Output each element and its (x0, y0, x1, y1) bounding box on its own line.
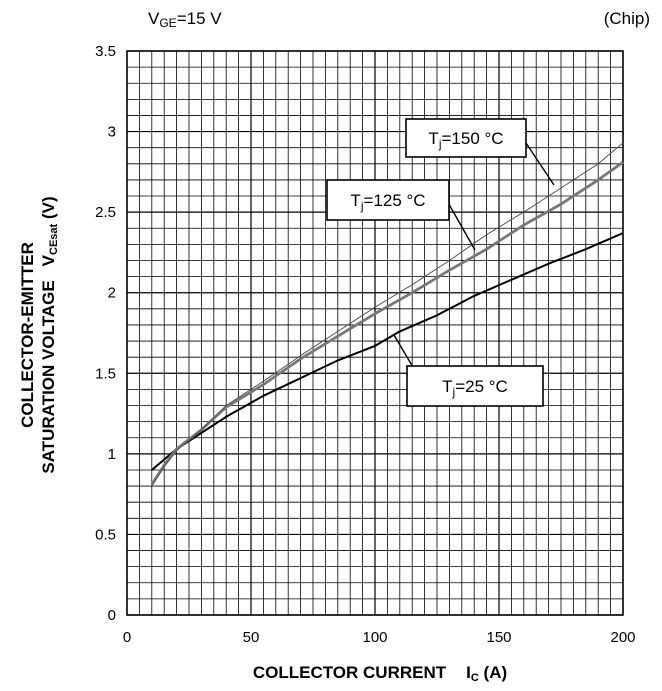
x-tick-label: 0 (123, 629, 131, 646)
header-chip: (Chip) (604, 9, 650, 28)
y-axis-title: COLLECTOR-EMITTER SATURATION VOLTAGEVCEs… (18, 196, 60, 473)
x-tick-label: 150 (486, 629, 511, 646)
y-tick-label: 2 (108, 285, 116, 302)
series-line (150, 161, 624, 486)
x-tick-label: 100 (362, 629, 387, 646)
series-label-box (326, 179, 450, 221)
label-leader-line (521, 136, 555, 186)
y-tick-label: 0.5 (95, 526, 116, 543)
y-tick-label: 3 (108, 124, 116, 141)
grid (126, 50, 624, 616)
series-label: Tj=25 °C (442, 377, 508, 399)
y-tick-label: 3.5 (95, 43, 116, 60)
series-label: Tj=125 °C (350, 191, 425, 213)
x-tick-label: 50 (243, 629, 260, 646)
y-axis-title-line1: COLLECTOR-EMITTER (18, 242, 37, 428)
y-tick-label: 0 (108, 607, 116, 624)
series-line (151, 142, 624, 487)
plot-frame (126, 50, 624, 616)
label-leader-line (445, 198, 476, 251)
series-labels: Tj=25 °C Tj=125 °C Tj=150 °C (326, 118, 555, 407)
x-tick-label: 200 (610, 629, 635, 646)
x-axis-title: COLLECTOR CURRENT IC (A) (253, 663, 507, 684)
y-tick-label: 1.5 (95, 365, 116, 382)
header-condition: VGE=15 V (148, 9, 222, 30)
series-label: Tj=150 °C (428, 129, 503, 151)
series-label-box (406, 365, 544, 407)
tick-labels: 0 50 100 150 200 0 0.5 1 1.5 2 2.5 3 3.5 (95, 43, 635, 646)
series-label-box (405, 118, 527, 158)
y-tick-label: 2.5 (95, 204, 116, 221)
series-line (151, 232, 624, 471)
y-axis-title-line2: SATURATION VOLTAGEVCEsat (V) (39, 196, 60, 473)
y-tick-label: 1 (108, 446, 116, 463)
series-lines (150, 142, 624, 487)
